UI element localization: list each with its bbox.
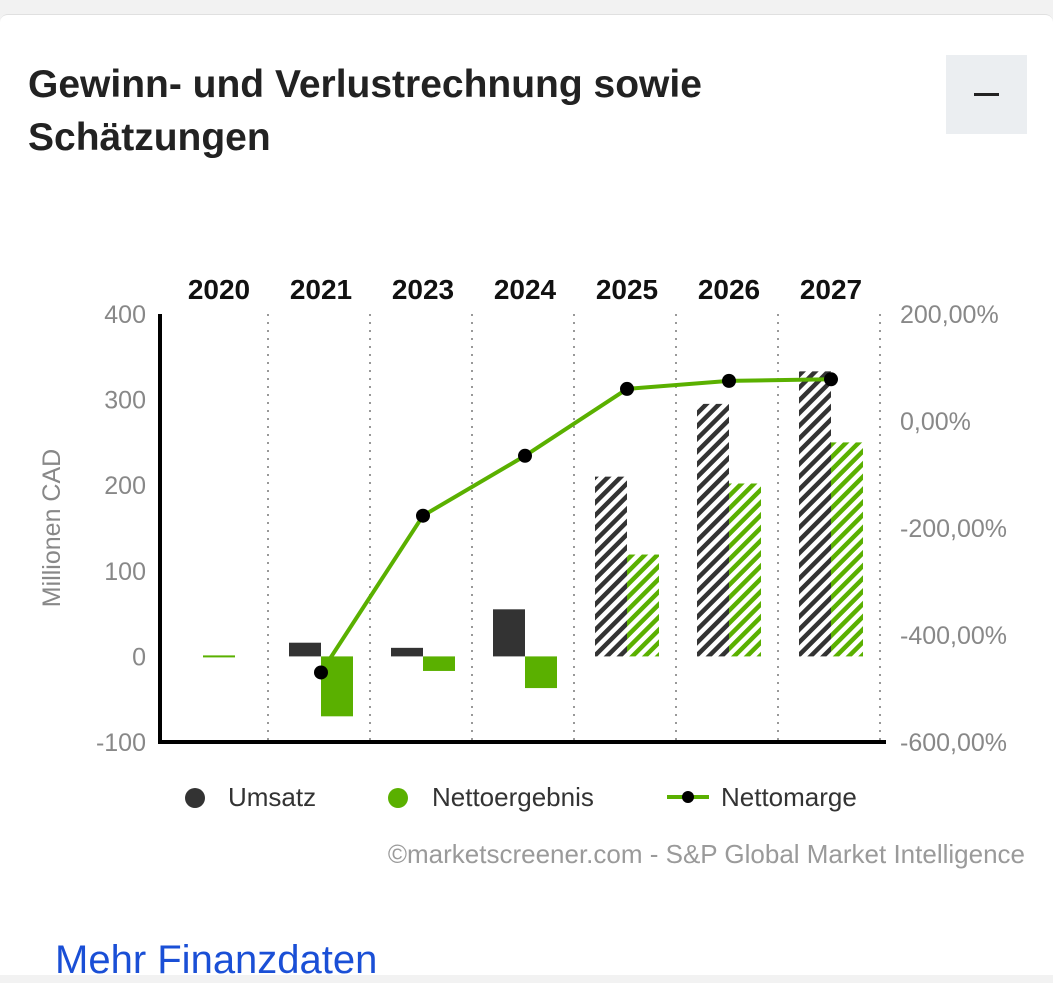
umsatz-bar (493, 609, 525, 657)
credit-text: ©marketscreener.com - S&P Global Market … (388, 839, 1025, 869)
nettomarge-point (416, 508, 430, 523)
more-financials-link[interactable]: Mehr Finanzdaten (55, 938, 378, 982)
category-label: 2020 (188, 274, 250, 305)
umsatz-bar (391, 647, 423, 657)
umsatz-bar (799, 371, 831, 657)
y2-tick-label: -600,00% (900, 729, 1007, 757)
y-tick-label: 400 (104, 301, 146, 329)
y-tick-label: -100 (96, 729, 146, 757)
category-label: 2024 (494, 274, 557, 305)
nettomarge-point (824, 372, 838, 387)
netto-bar (831, 442, 863, 657)
page-title: Gewinn- und Verlustrechnung sowie Schätz… (28, 63, 702, 159)
legend-netto-icon (388, 788, 408, 808)
legend-umsatz: Umsatz (228, 782, 316, 812)
umsatz-bar (697, 403, 729, 657)
legend-netto: Nettoergebnis (432, 782, 594, 812)
nettomarge-line (319, 377, 832, 674)
y-tick-label: 100 (104, 558, 146, 586)
nettomarge-point (518, 448, 532, 463)
nettomarge-point (314, 665, 328, 680)
y-axis-label: Millionen CAD (38, 449, 66, 607)
umsatz-bar (289, 642, 321, 657)
y2-tick-label: -400,00% (900, 622, 1007, 650)
y-tick-label: 0 (132, 643, 146, 671)
legend-marge: Nettomarge (721, 782, 857, 812)
nettomarge-point (722, 373, 736, 388)
category-label: 2027 (800, 274, 862, 305)
category-label: 2021 (290, 274, 352, 305)
category-label: 2023 (392, 274, 454, 305)
chart-card (0, 14, 1053, 975)
y2-tick-label: -200,00% (900, 515, 1007, 543)
y2-tick-label: 200,00% (900, 301, 999, 329)
axis-lines (158, 314, 886, 744)
nettomarge-point (620, 381, 634, 396)
netto-bar (525, 656, 557, 689)
netto-bar (627, 554, 659, 657)
netto-bar (729, 483, 761, 657)
category-label: 2025 (596, 274, 658, 305)
y-tick-label: 300 (104, 387, 146, 415)
legend-marge-dot-icon (682, 791, 694, 803)
y-tick-label: 200 (104, 472, 146, 500)
collapse-button[interactable] (946, 55, 1027, 134)
legend-umsatz-icon (185, 788, 205, 808)
category-label: 2026 (698, 274, 760, 305)
netto-bar (203, 655, 235, 658)
y2-tick-label: 0,00% (900, 408, 971, 436)
umsatz-bar (595, 476, 627, 657)
chart: 2020 2021 2023 2024 2025 2026 2027 400 300 200 100… (38, 274, 1025, 869)
netto-bar (423, 656, 455, 671)
